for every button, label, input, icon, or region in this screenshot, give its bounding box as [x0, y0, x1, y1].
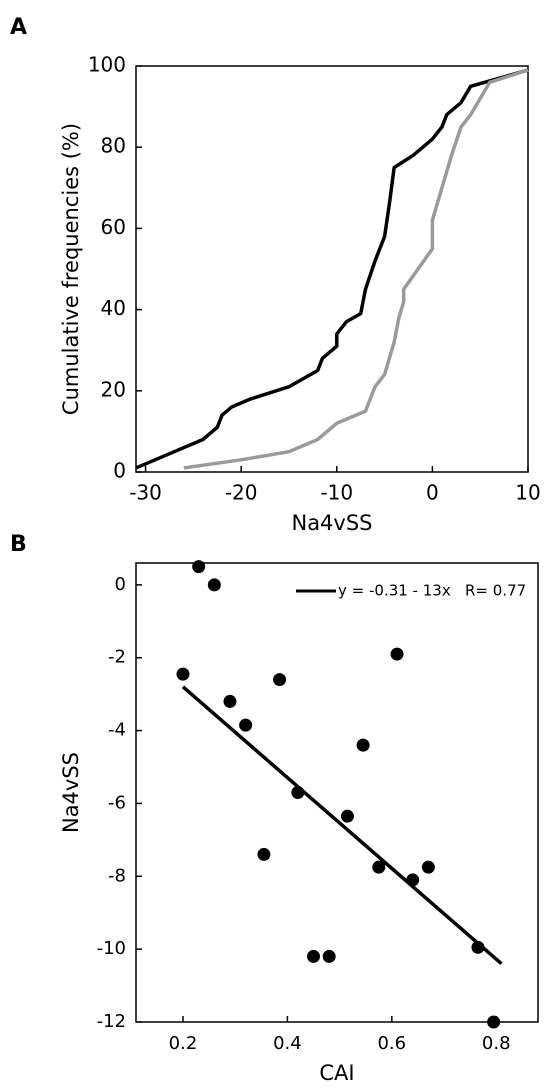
- x-tick-label: 0.8: [482, 1033, 511, 1054]
- x-axis-label: Na4vSS: [291, 511, 372, 535]
- y-tick-label: 60: [101, 215, 126, 239]
- y-tick-label: 100: [88, 53, 126, 77]
- x-axis-label: CAI: [319, 1061, 354, 1085]
- y-tick-label: 0: [113, 459, 126, 483]
- data-point: [421, 860, 435, 874]
- y-tick-label: 0: [115, 574, 126, 595]
- data-point: [307, 949, 321, 963]
- data-point: [372, 860, 386, 874]
- x-tick-label: -30: [129, 481, 162, 505]
- data-point: [487, 1015, 501, 1029]
- data-point: [207, 578, 221, 592]
- x-tick-label: -10: [320, 481, 353, 505]
- x-tick-label: 0.4: [273, 1033, 302, 1054]
- plot-frame: [135, 562, 539, 1023]
- y-tick-label: 80: [101, 134, 126, 158]
- y-tick-label: 40: [101, 296, 126, 320]
- y-axis-label: Na4vSS: [59, 752, 83, 833]
- data-point: [322, 949, 336, 963]
- x-tick-label: 10: [515, 481, 540, 505]
- data-point: [257, 847, 271, 861]
- panel-label: B: [10, 532, 27, 557]
- y-tick-label: -6: [108, 792, 126, 813]
- data-point: [390, 647, 404, 661]
- x-tick-label: 0.2: [169, 1033, 198, 1054]
- x-tick-label: 0.6: [377, 1033, 406, 1054]
- data-line: [135, 68, 529, 470]
- y-axis-label: Cumulative frequencies (%): [59, 123, 83, 415]
- y-tick-label: -12: [97, 1011, 126, 1032]
- data-point: [356, 738, 370, 752]
- panel-label: A: [10, 15, 27, 40]
- data-line: [181, 685, 503, 966]
- data-point: [192, 560, 206, 574]
- y-tick-label: -8: [108, 865, 126, 886]
- data-line: [183, 68, 529, 470]
- x-tick-label: -20: [225, 481, 258, 505]
- data-point: [223, 694, 237, 708]
- data-point: [340, 809, 354, 823]
- x-tick-label: 0: [426, 481, 439, 505]
- data-point: [176, 667, 190, 681]
- legend-label: y = -0.31 - 13x R= 0.77: [338, 582, 526, 600]
- y-tick-label: -2: [108, 647, 126, 668]
- y-tick-label: -10: [97, 938, 126, 959]
- plot-frame: [135, 65, 529, 473]
- y-tick-label: 20: [101, 377, 126, 401]
- data-point: [239, 718, 253, 732]
- y-tick-label: -4: [108, 720, 126, 741]
- data-point: [273, 673, 287, 687]
